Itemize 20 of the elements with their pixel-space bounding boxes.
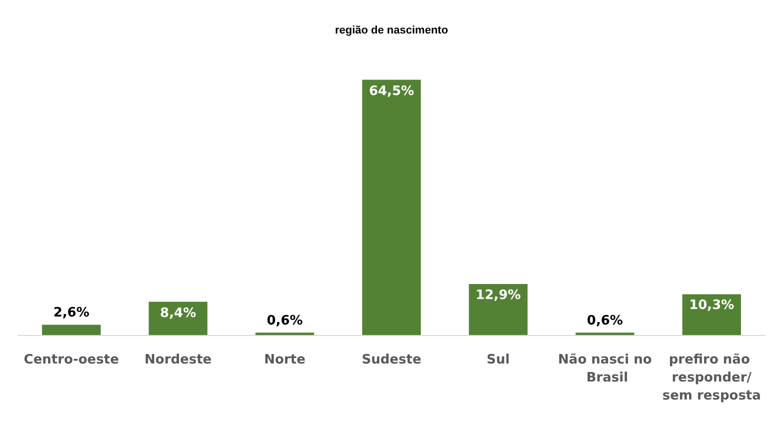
bar bbox=[42, 324, 101, 335]
x-tick-label: Sul bbox=[486, 352, 510, 368]
data-label: 10,3% bbox=[689, 298, 734, 314]
x-tick-label: Centro-oeste bbox=[24, 352, 120, 368]
data-label: 0,6% bbox=[586, 314, 623, 329]
x-tick-label: Norte bbox=[264, 352, 306, 368]
bar bbox=[468, 284, 528, 335]
x-tick-label: Não nasci no Brasil bbox=[558, 352, 652, 386]
data-label: 12,9% bbox=[476, 288, 521, 303]
data-label: 64,5% bbox=[368, 84, 414, 99]
x-tick-label: Nordeste bbox=[144, 352, 212, 368]
data-label: 0,6% bbox=[266, 314, 303, 329]
chart-title: região de nascimento bbox=[334, 24, 448, 36]
data-label: 8,4% bbox=[160, 306, 196, 321]
x-tick-label: Sudeste bbox=[362, 352, 422, 368]
data-label: 2,6% bbox=[53, 306, 90, 321]
bar bbox=[682, 294, 741, 335]
bar bbox=[148, 302, 208, 335]
bar bbox=[362, 80, 421, 335]
x-tick-label: prefiro não responder/sem resposta bbox=[662, 352, 761, 404]
